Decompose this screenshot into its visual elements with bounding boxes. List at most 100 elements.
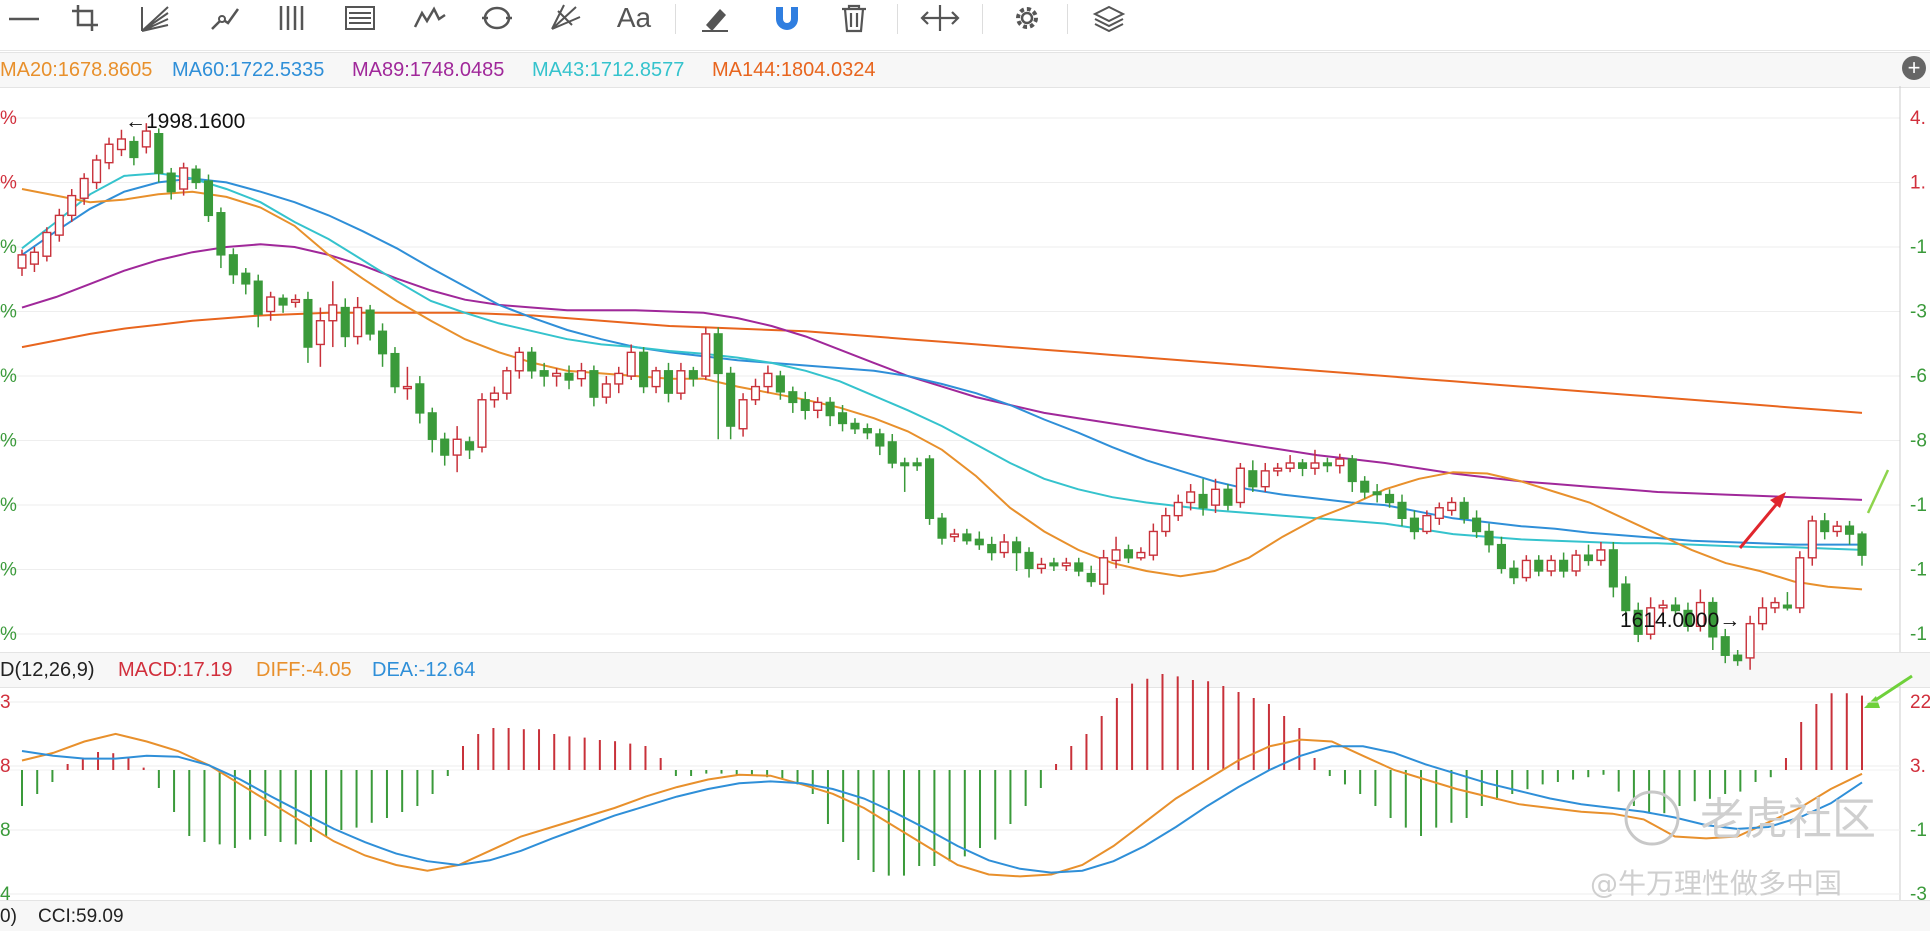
watermark-brand: 老虎社区 (1700, 794, 1876, 845)
macd-value: MACD:17.19 (118, 659, 233, 681)
left-axis-label: % (0, 560, 17, 581)
ma144-line (21, 311, 1863, 414)
ma20-line (21, 188, 1863, 591)
candle-body (1459, 501, 1469, 519)
candle-body (1161, 514, 1171, 533)
candle-body (999, 541, 1009, 554)
candle-body (1484, 530, 1494, 546)
candle-body (54, 214, 64, 236)
cci-value: CCI:59.09 (38, 906, 124, 927)
eraser-icon[interactable] (693, 0, 737, 36)
candle-body (1148, 530, 1158, 556)
gann-icon[interactable] (338, 0, 382, 36)
candle-body (377, 330, 388, 355)
candle-body (191, 168, 201, 184)
candle-body (1061, 562, 1071, 567)
candle-body (1596, 549, 1606, 562)
red-arrow-line (1738, 499, 1782, 549)
candle-body (116, 138, 127, 151)
candle-body (1857, 533, 1867, 556)
candle-body (1210, 488, 1221, 506)
candle-body (1496, 543, 1507, 570)
ma89-line (21, 243, 1863, 501)
candle-body (1385, 493, 1395, 504)
candle-body (514, 351, 524, 372)
cycle-icon[interactable] (475, 0, 519, 36)
pen-draw-icon[interactable] (203, 0, 247, 36)
candle-body (825, 401, 835, 417)
right-axis-label: -1 (1910, 560, 1927, 581)
right-axis-label: 1. (1910, 173, 1926, 194)
candle-body (1260, 470, 1270, 488)
candle-body (1571, 554, 1581, 572)
candle-body (788, 391, 798, 404)
pitchfork-icon[interactable] (543, 0, 587, 36)
candle-body (1807, 520, 1817, 559)
vertical-lines-icon[interactable] (270, 0, 314, 36)
candle-body (1770, 601, 1780, 609)
candle-body (1012, 541, 1022, 554)
right-axis-label: -1 (1910, 237, 1927, 258)
macd-left-label: 4 (0, 884, 11, 905)
candle-body (614, 372, 624, 385)
candle-body (763, 372, 773, 388)
candle-body (1447, 501, 1457, 512)
candle-body (651, 370, 661, 388)
candle-body (1782, 604, 1792, 609)
candle-body (489, 392, 499, 401)
candle-body (601, 383, 611, 398)
candle-body (912, 462, 922, 467)
candle-body (452, 438, 462, 456)
ma-legend-item: MA89:1748.0485 (352, 59, 505, 81)
candle-body (1223, 488, 1233, 506)
trash-icon[interactable] (832, 0, 876, 36)
candle-body (663, 370, 674, 394)
wave-icon[interactable] (408, 0, 452, 36)
candle-body (67, 194, 77, 217)
dea-value: DEA:-12.64 (372, 659, 476, 681)
candle-body (1360, 480, 1370, 493)
fan-icon[interactable] (133, 0, 177, 36)
diff-line (21, 732, 1863, 878)
candle-body (1198, 493, 1208, 509)
candle-body (887, 441, 897, 464)
settings-icon[interactable] (1005, 0, 1049, 36)
ma60-line (21, 177, 1862, 546)
drawing-toolbar: Aa (0, 0, 1930, 51)
candle-body (1248, 470, 1258, 488)
candle-body (837, 412, 848, 425)
candle-body (1845, 525, 1855, 535)
move-icon[interactable] (918, 0, 962, 36)
cci-legend: 0) CCI:59.09 (0, 900, 1930, 931)
candle-body (427, 412, 437, 440)
candle-body (17, 254, 27, 269)
candle-body (1658, 604, 1668, 609)
candle-body (1708, 601, 1718, 638)
candle-body (1099, 557, 1109, 585)
candle-body (1372, 491, 1382, 496)
magnet-icon[interactable] (765, 0, 809, 36)
candle-body (1683, 609, 1693, 627)
add-indicator-button[interactable]: + (1902, 56, 1926, 80)
layers-icon[interactable] (1087, 0, 1131, 36)
candle-body (1074, 562, 1084, 572)
candle-body (390, 352, 400, 388)
candle-body (1534, 559, 1544, 572)
crop-icon[interactable] (65, 0, 109, 36)
text-icon[interactable]: Aa (612, 0, 656, 36)
line-icon[interactable] (2, 0, 46, 36)
candle-body (1422, 514, 1432, 533)
candle-body (328, 304, 338, 322)
dea-line (21, 745, 1863, 874)
left-axis-label: % (0, 173, 17, 194)
candle-body (750, 385, 761, 401)
left-axis-label: % (0, 495, 17, 516)
macd-right-label: -1 (1910, 820, 1927, 841)
candle-body (1509, 567, 1519, 579)
candle-body (1633, 609, 1643, 635)
candle-body (266, 296, 276, 313)
ma-legend-item: MA60:1722.5335 (172, 59, 325, 81)
toolbar-separator (1067, 4, 1068, 34)
candle-body (402, 385, 412, 390)
